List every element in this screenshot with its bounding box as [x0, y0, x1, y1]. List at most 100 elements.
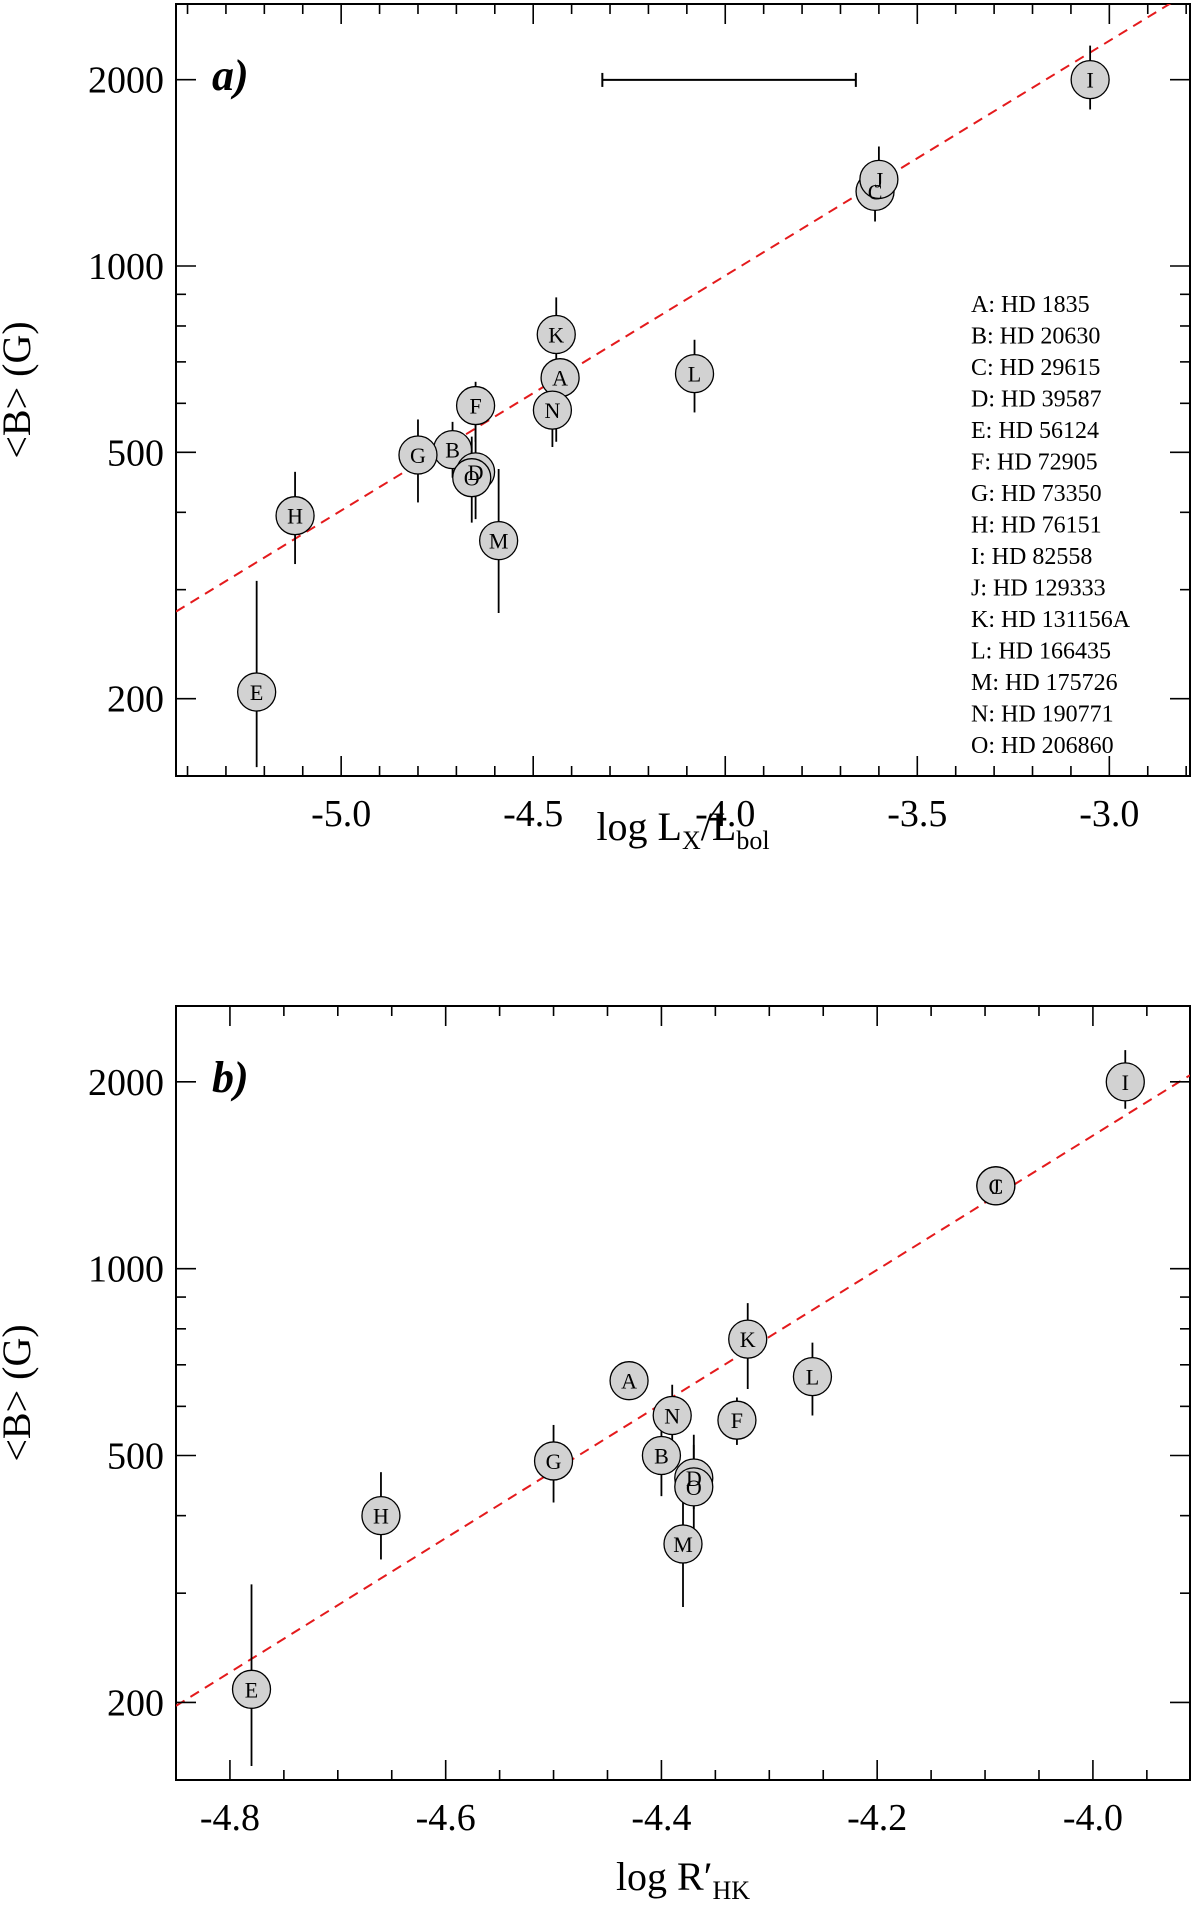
panel-label: b)	[212, 1053, 249, 1102]
legend-entry: E: HD 56124	[971, 418, 1099, 444]
y-tick-label: 1000	[88, 1249, 164, 1291]
legend-entry: O: HD 206860	[971, 733, 1114, 759]
point-o	[674, 1467, 714, 1507]
legend-entry: K: HD 131156A	[971, 607, 1131, 633]
point-label-i: I	[1122, 1070, 1129, 1095]
x-tick-label: -5.0	[311, 793, 371, 835]
fit-line	[176, 1074, 1190, 1707]
point-label-m: M	[489, 529, 509, 554]
legend-entry: G: HD 73350	[971, 481, 1102, 507]
point-label-l: L	[806, 1365, 819, 1390]
point-label-c: C	[868, 179, 883, 204]
legend-entry: D: HD 39587	[971, 387, 1102, 413]
point-m	[663, 1524, 703, 1564]
x-tick-label: -4.0	[1063, 1797, 1123, 1839]
x-tick-label: -4.2	[847, 1797, 907, 1839]
plot-frame	[175, 1005, 1191, 1781]
y-tick-label: 200	[107, 1682, 164, 1724]
x-tick-label: -4.5	[503, 793, 563, 835]
point-m	[478, 520, 519, 561]
point-label-b: B	[445, 438, 460, 463]
point-label-n: N	[544, 398, 560, 423]
point-g	[533, 1441, 574, 1481]
x-tick-label: -4.8	[200, 1797, 260, 1839]
point-label-m: M	[673, 1532, 693, 1557]
point-l	[792, 1356, 833, 1397]
y-axis-label: <B> (G)	[0, 1324, 39, 1461]
point-label-j: J	[875, 167, 884, 192]
point-n	[532, 390, 573, 430]
point-o	[452, 458, 492, 498]
y-tick-label: 500	[107, 1435, 164, 1477]
x-axis-label: log R′HK	[616, 1854, 750, 1905]
point-label-o: O	[464, 466, 480, 491]
point-label-h: H	[373, 1504, 389, 1529]
point-j	[859, 159, 899, 200]
point-n	[652, 1395, 692, 1436]
point-j	[976, 1166, 1016, 1206]
point-label-c: C	[988, 1174, 1003, 1199]
point-label-k: K	[548, 323, 564, 348]
y-tick-label: 200	[107, 679, 164, 721]
point-label-b: B	[654, 1443, 669, 1468]
fit-line	[176, 4, 1172, 613]
x-tick-label: -4.0	[695, 793, 755, 835]
point-l	[674, 354, 715, 394]
point-f	[455, 385, 496, 426]
point-label-h: H	[287, 504, 303, 529]
x-tick-label: -4.6	[416, 1797, 476, 1839]
point-label-g: G	[546, 1449, 562, 1474]
legend-entry: C: HD 29615	[971, 355, 1100, 381]
point-h	[275, 496, 315, 536]
point-e	[237, 672, 277, 712]
point-label-n: N	[664, 1403, 680, 1428]
point-label-o: O	[686, 1475, 702, 1500]
x-tick-label: -3.0	[1079, 793, 1139, 835]
panel-label: a)	[212, 51, 249, 100]
point-g	[398, 435, 438, 475]
point-label-f: F	[469, 394, 481, 419]
legend-entry: J: HD 129333	[971, 576, 1106, 602]
y-tick-label: 2000	[88, 60, 164, 102]
point-label-d: D	[468, 460, 484, 485]
x-tick-label: -3.5	[887, 793, 947, 835]
point-e	[231, 1669, 272, 1709]
legend-entry: L: HD 166435	[971, 639, 1111, 665]
panel-a: -5.0 -4.5 -4.0 -3.5 -3.0 200 500 1000 2000 <B> (G…	[0, 3, 1191, 855]
panel-b: -4.8 -4.6 -4.4 -4.2 -4.0 200 500 1000 2000 <B> (G…	[0, 1005, 1191, 1905]
point-label-k: K	[740, 1327, 756, 1352]
point-i	[1070, 60, 1110, 100]
legend-entry: F: HD 72905	[971, 450, 1098, 476]
point-label-l: L	[688, 362, 701, 387]
x-tick-label: -4.4	[631, 1797, 691, 1839]
point-f	[717, 1400, 757, 1440]
point-label-a: A	[621, 1369, 637, 1394]
point-label-g: G	[410, 443, 426, 468]
point-label-i: I	[1086, 68, 1093, 93]
point-label-a: A	[552, 366, 568, 391]
point-label-f: F	[731, 1408, 743, 1433]
point-k	[536, 314, 576, 355]
point-label-d: D	[686, 1466, 702, 1491]
legend-entry: H: HD 76151	[971, 513, 1102, 539]
x-axis-label: log LX/Lbol	[596, 804, 769, 855]
point-label-e: E	[245, 1677, 258, 1702]
point-b	[641, 1435, 682, 1476]
legend-entry: B: HD 20630	[971, 324, 1100, 350]
y-tick-label: 500	[107, 432, 164, 474]
legend-entry: N: HD 190771	[971, 702, 1114, 728]
point-label-j: J	[992, 1174, 1001, 1199]
point-i	[1105, 1062, 1145, 1102]
point-k	[728, 1319, 768, 1359]
y-tick-label: 2000	[88, 1062, 164, 1104]
plot-frame	[175, 3, 1191, 777]
point-a	[609, 1361, 649, 1401]
y-tick-label: 1000	[88, 246, 164, 288]
legend-entry: M: HD 175726	[971, 670, 1118, 696]
y-axis-label: <B> (G)	[0, 321, 39, 458]
legend-entry: I: HD 82558	[971, 544, 1092, 570]
point-label-e: E	[250, 680, 263, 705]
legend-entry: A: HD 1835	[971, 292, 1090, 318]
point-h	[361, 1495, 401, 1536]
